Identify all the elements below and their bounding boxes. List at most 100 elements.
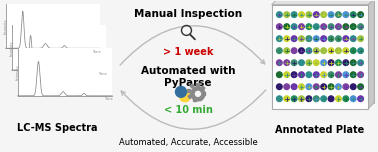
Circle shape [291, 12, 297, 17]
Circle shape [343, 24, 349, 29]
Circle shape [291, 24, 297, 29]
Circle shape [343, 84, 349, 90]
Circle shape [291, 36, 297, 41]
Circle shape [328, 84, 334, 90]
Circle shape [284, 24, 290, 29]
Circle shape [180, 91, 191, 102]
Text: Time: Time [98, 72, 107, 76]
Circle shape [313, 84, 319, 90]
Circle shape [299, 24, 304, 29]
Circle shape [299, 96, 304, 102]
Bar [12, 26, 106, 70]
Text: Manual Inspection: Manual Inspection [134, 9, 242, 19]
Circle shape [350, 60, 356, 66]
Circle shape [291, 84, 297, 90]
Circle shape [358, 60, 363, 66]
Circle shape [328, 48, 334, 54]
Circle shape [313, 12, 319, 17]
Circle shape [277, 24, 282, 29]
Polygon shape [191, 87, 205, 101]
Circle shape [350, 72, 356, 78]
Circle shape [299, 48, 304, 54]
Circle shape [175, 86, 186, 97]
Circle shape [336, 84, 341, 90]
Circle shape [277, 96, 282, 102]
Circle shape [328, 24, 334, 29]
Bar [187, 89, 191, 92]
Circle shape [358, 84, 363, 90]
Circle shape [284, 48, 290, 54]
Circle shape [291, 96, 297, 102]
Circle shape [313, 36, 319, 41]
Text: Intensity: Intensity [15, 64, 19, 80]
Circle shape [284, 36, 290, 41]
Circle shape [299, 12, 304, 17]
Circle shape [343, 60, 349, 66]
Polygon shape [368, 0, 374, 109]
Circle shape [284, 60, 290, 66]
Circle shape [358, 48, 363, 54]
Bar [18, 48, 112, 96]
Polygon shape [195, 91, 200, 96]
Circle shape [284, 12, 290, 17]
Circle shape [313, 24, 319, 29]
Circle shape [277, 36, 282, 41]
Text: > 1 week: > 1 week [163, 47, 213, 57]
Circle shape [277, 72, 282, 78]
FancyArrowPatch shape [121, 90, 266, 129]
Circle shape [336, 48, 341, 54]
Circle shape [321, 84, 327, 90]
Circle shape [336, 36, 341, 41]
Circle shape [277, 12, 282, 17]
Circle shape [299, 36, 304, 41]
Circle shape [328, 72, 334, 78]
Text: Annotated Plate: Annotated Plate [275, 126, 365, 135]
FancyArrowPatch shape [120, 26, 265, 65]
Circle shape [306, 96, 312, 102]
Bar [202, 92, 205, 95]
Bar [188, 94, 192, 99]
Text: Time: Time [104, 97, 113, 101]
Circle shape [321, 12, 327, 17]
Circle shape [299, 60, 304, 66]
Text: LC-MS Spectra: LC-MS Spectra [17, 123, 98, 133]
Circle shape [299, 84, 304, 90]
Circle shape [291, 72, 297, 78]
Text: Intensity: Intensity [3, 18, 7, 34]
Circle shape [343, 12, 349, 17]
Circle shape [343, 48, 349, 54]
Circle shape [306, 72, 312, 78]
Bar [197, 83, 200, 86]
Circle shape [336, 12, 341, 17]
Circle shape [321, 72, 327, 78]
Circle shape [306, 36, 312, 41]
Circle shape [328, 36, 334, 41]
Circle shape [291, 60, 297, 66]
Circle shape [321, 96, 327, 102]
Circle shape [321, 24, 327, 29]
Circle shape [336, 24, 341, 29]
Text: Time: Time [92, 50, 101, 54]
Text: Intensity: Intensity [9, 40, 13, 56]
Circle shape [350, 36, 356, 41]
Circle shape [284, 84, 290, 90]
Circle shape [358, 72, 363, 78]
Circle shape [321, 48, 327, 54]
Circle shape [306, 24, 312, 29]
Circle shape [350, 96, 356, 102]
Bar [194, 98, 197, 101]
Circle shape [336, 96, 341, 102]
Text: Automated with
PyParse: Automated with PyParse [141, 66, 235, 88]
Circle shape [313, 48, 319, 54]
Polygon shape [277, 0, 374, 103]
Circle shape [336, 72, 341, 78]
Circle shape [313, 72, 319, 78]
Circle shape [350, 24, 356, 29]
Bar [272, 5, 368, 109]
Circle shape [306, 12, 312, 17]
Circle shape [336, 60, 341, 66]
Circle shape [328, 12, 334, 17]
Circle shape [350, 48, 356, 54]
Circle shape [343, 36, 349, 41]
Circle shape [284, 72, 290, 78]
